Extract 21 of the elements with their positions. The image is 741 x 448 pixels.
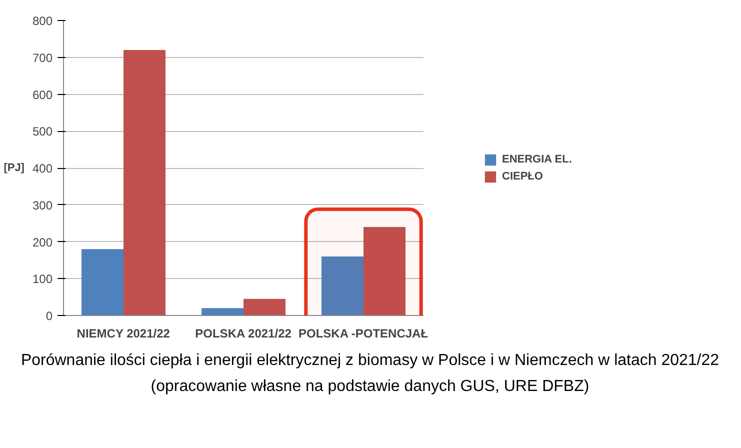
y-tick-label: 600: [32, 88, 53, 102]
y-tick-label: 800: [32, 14, 53, 28]
x-tick-label: NIEMCY 2021/22: [76, 326, 170, 340]
x-tick-label: POLSKA 2021/22: [195, 326, 292, 340]
y-tick-label: 100: [32, 272, 53, 286]
y-tick-label: 400: [32, 162, 53, 176]
y-tick-label: 0: [46, 309, 53, 323]
legend-label: CIEPŁO: [502, 170, 543, 182]
legend-label: ENERGIA EL.: [502, 153, 572, 165]
y-tick-label: 700: [32, 50, 53, 65]
y-tick-label: 200: [32, 235, 53, 250]
y-axis-title: [PJ]: [4, 162, 25, 174]
x-tick-label: POLSKA -POTENCJAŁ: [298, 326, 428, 340]
bar: [124, 50, 166, 316]
bar: [82, 249, 124, 316]
bar: [202, 308, 244, 316]
bar: [244, 298, 286, 316]
text: Porównanie ilości ciepła i energii elektrycznej z biomasy w Polsce i w Niemczech w latach 2021/22 (opracowanie własne na podstawie danych GUS, URE DFBZ): [20, 351, 720, 397]
y-tick-label: 300: [32, 198, 53, 212]
bar: [322, 256, 364, 316]
y-tick-label: 500: [32, 124, 53, 139]
